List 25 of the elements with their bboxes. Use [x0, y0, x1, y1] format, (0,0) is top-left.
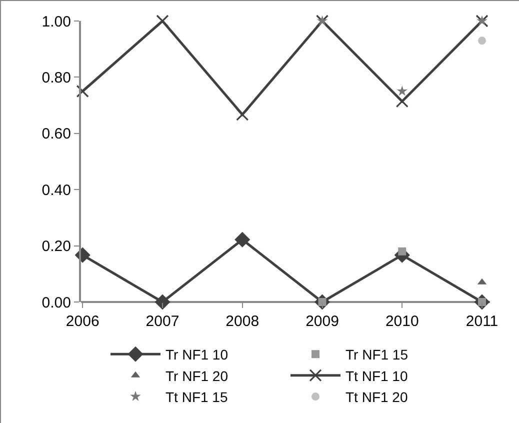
point	[234, 232, 250, 248]
point	[156, 14, 169, 28]
point	[478, 36, 486, 45]
x-tick-label: 2008	[226, 313, 260, 330]
point	[76, 84, 89, 98]
legend-label: Tr NF1 15	[346, 346, 408, 363]
x-tick-label: 2009	[306, 313, 339, 330]
legend-label: Tr NF1 10	[166, 346, 228, 363]
legend-label: Tt NF1 20	[346, 388, 408, 405]
x-tick-label: 2010	[385, 313, 419, 330]
point	[154, 294, 170, 310]
y-tick-label: 0.20	[42, 238, 71, 256]
legend-label: Tr NF1 20	[166, 368, 228, 384]
x-tick-label: 2011	[466, 313, 498, 330]
x-tick-label: 2007	[146, 313, 180, 330]
point	[236, 108, 249, 121]
point	[396, 86, 408, 96]
y-tick-label: 0.80	[42, 69, 71, 86]
legend-label: Tt NF1 15	[166, 388, 228, 405]
y-tick-label: 0.40	[42, 182, 71, 199]
x-tick-label: 2006	[66, 313, 100, 330]
y-tick-label: 0.00	[42, 294, 71, 312]
y-tick-label: 1.00	[42, 13, 71, 30]
legend-label: Tt NF1 10	[346, 368, 408, 384]
y-tick-label: 0.60	[42, 126, 71, 143]
